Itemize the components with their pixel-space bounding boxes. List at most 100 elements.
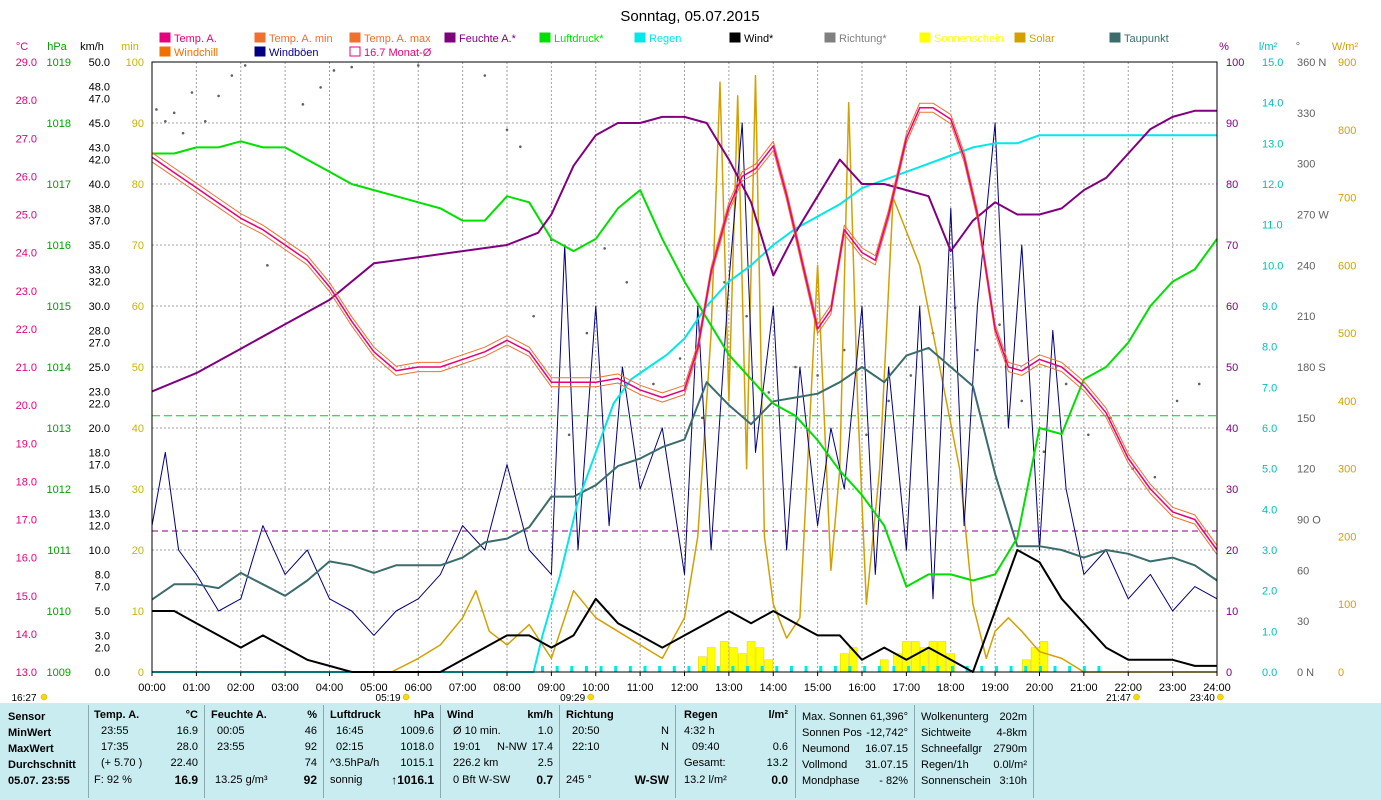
- legend-label: Temp. A. min: [269, 33, 333, 45]
- direction-tick: 300: [1297, 159, 1315, 171]
- wind-tick: 32.0: [89, 277, 110, 289]
- wind-tick: 27.0: [89, 338, 110, 350]
- rain-tick: [1097, 666, 1101, 672]
- label-now: 05.07. 23:55: [8, 775, 70, 787]
- wind-direction-point: [203, 120, 207, 123]
- hum-min-time: 00:05: [217, 725, 245, 737]
- wind-direction-point: [887, 399, 890, 403]
- stats-pressure-col: Luftdruck hPa 16:45 1009.6 02:15 1018.0 …: [324, 703, 440, 800]
- wind-tick: 17.0: [89, 460, 110, 472]
- rain-tick: [877, 666, 881, 672]
- rain-tick: [980, 666, 984, 672]
- rain-tick: [833, 666, 837, 672]
- temp-now-note: F: 92 %: [94, 774, 132, 786]
- legend-label: Regen: [649, 33, 681, 45]
- wind-tick: 3.0: [95, 630, 110, 642]
- stats-direction-col: Richtung 20:50 N 22:10 N 245 ° W-SW: [560, 703, 675, 800]
- sunshine-bar: [737, 653, 747, 673]
- wind-tick: 5.0: [95, 606, 110, 618]
- hum-now: 92: [303, 773, 317, 787]
- legend-swatch: [349, 32, 361, 43]
- rain-tick: [672, 666, 676, 672]
- axis-header: hPa: [47, 41, 67, 53]
- stats-humidity-col: Feuchte A. % 00:05 46 23:55 92 74 13.25 …: [205, 703, 323, 800]
- wind-tick: 8.0: [95, 569, 110, 581]
- rain-tick: [1053, 666, 1057, 672]
- weather-v0: 202m: [999, 711, 1027, 723]
- sun-icon: [1217, 693, 1224, 701]
- rain-tick: [702, 666, 706, 672]
- temp-max: 28.0: [176, 741, 198, 753]
- wind-direction-point: [1020, 399, 1024, 403]
- x-tick-label: 20:00: [1026, 682, 1054, 694]
- rain-r3b: 13.2: [766, 757, 788, 769]
- minutes-tick: 20: [132, 545, 144, 557]
- weather-k0: Wolkenunterg: [921, 711, 989, 723]
- x-tick-label: 06:00: [404, 682, 432, 694]
- rain-tick: 8.0: [1262, 342, 1277, 354]
- temp-tick: 13.0: [16, 667, 37, 679]
- wind-tick: 22.0: [89, 399, 110, 411]
- wind-tick: 45.0: [89, 118, 110, 130]
- rain-tick: [789, 666, 793, 672]
- x-tick-label: 21:00: [1070, 682, 1098, 694]
- label-max: MaxWert: [8, 743, 54, 755]
- weather-chart: Sonntag, 05.07.2015 Temp. A. Temp. A. min…: [11, 8, 1359, 703]
- temp-tick: 20.0: [16, 400, 37, 412]
- humidity-tick: 60: [1226, 301, 1238, 313]
- rain-tick: 13.0: [1262, 138, 1283, 150]
- astro-v1: -12,742°: [866, 727, 908, 739]
- rain-tick: [951, 666, 955, 672]
- x-tick-label: 07:00: [449, 682, 477, 694]
- sunshine-bar: [764, 659, 774, 673]
- pressure-tick: 1013: [47, 423, 71, 435]
- astro-v4: - 82%: [879, 775, 908, 787]
- temp-now: 16.9: [174, 773, 198, 787]
- humidity-tick: 30: [1226, 484, 1238, 496]
- x-axis: 00:00 01:00 02:00 03:00 04:00 05:00 06:00 07:00…: [11, 672, 1231, 703]
- direction-tick: 0 N: [1297, 667, 1314, 679]
- legend-label: Taupunkt: [1124, 33, 1169, 45]
- wind-direction-point: [416, 64, 420, 67]
- sunshine-bar: [840, 653, 849, 673]
- wind-direction-point: [842, 348, 846, 352]
- rain-tick: 0.0: [1262, 667, 1277, 679]
- wind-direction-point: [767, 391, 771, 394]
- stats-weather-col: Wolkenunterg 202m Sichtweite 4-8km Schne…: [915, 703, 1033, 800]
- sun-icon: [1133, 693, 1140, 701]
- legend-swatch: [349, 46, 361, 57]
- wind-tick: 12.0: [89, 521, 110, 533]
- pressure-tick: 1018: [47, 118, 71, 130]
- wind-direction-point: [603, 247, 606, 250]
- dir-header: Richtung: [566, 709, 614, 721]
- pres-max: 1018.0: [400, 741, 434, 753]
- wind-r2m: N-NW: [497, 741, 527, 753]
- temp-min: 16.9: [176, 725, 198, 737]
- wind-direction-point: [172, 111, 176, 115]
- wind-direction-point: [243, 64, 247, 67]
- minutes-tick: 40: [132, 423, 144, 435]
- rain-tick: [541, 666, 544, 672]
- wind-direction-point: [483, 74, 487, 77]
- rain-tick: [687, 666, 691, 672]
- direction-tick: 180 S: [1297, 362, 1326, 374]
- wind-r4a: 0 Bft W-SW: [453, 774, 511, 786]
- legend-swatch: [729, 32, 741, 43]
- wind-direction-point: [301, 103, 305, 106]
- axis-header: min: [121, 41, 139, 53]
- rain-tick: 10.0: [1262, 260, 1283, 272]
- temp-tick: 16.0: [16, 553, 37, 565]
- temp-avg: 22.40: [170, 757, 198, 769]
- humidity-tick: 90: [1226, 118, 1238, 130]
- rain-tick: [716, 666, 720, 672]
- hum-unit: %: [307, 709, 317, 721]
- wind-r2a: 19:01: [453, 741, 481, 753]
- x-tick-label: 11:00: [627, 682, 654, 694]
- wind-tick: 20.0: [89, 423, 110, 435]
- solar-tick: 400: [1338, 396, 1356, 408]
- wind-tick: 50.0: [89, 57, 110, 69]
- pres-min: 1009.6: [400, 725, 434, 737]
- wind-line: [152, 549, 1217, 673]
- wind-tick: 38.0: [89, 203, 110, 215]
- rain-tick: [1024, 666, 1028, 672]
